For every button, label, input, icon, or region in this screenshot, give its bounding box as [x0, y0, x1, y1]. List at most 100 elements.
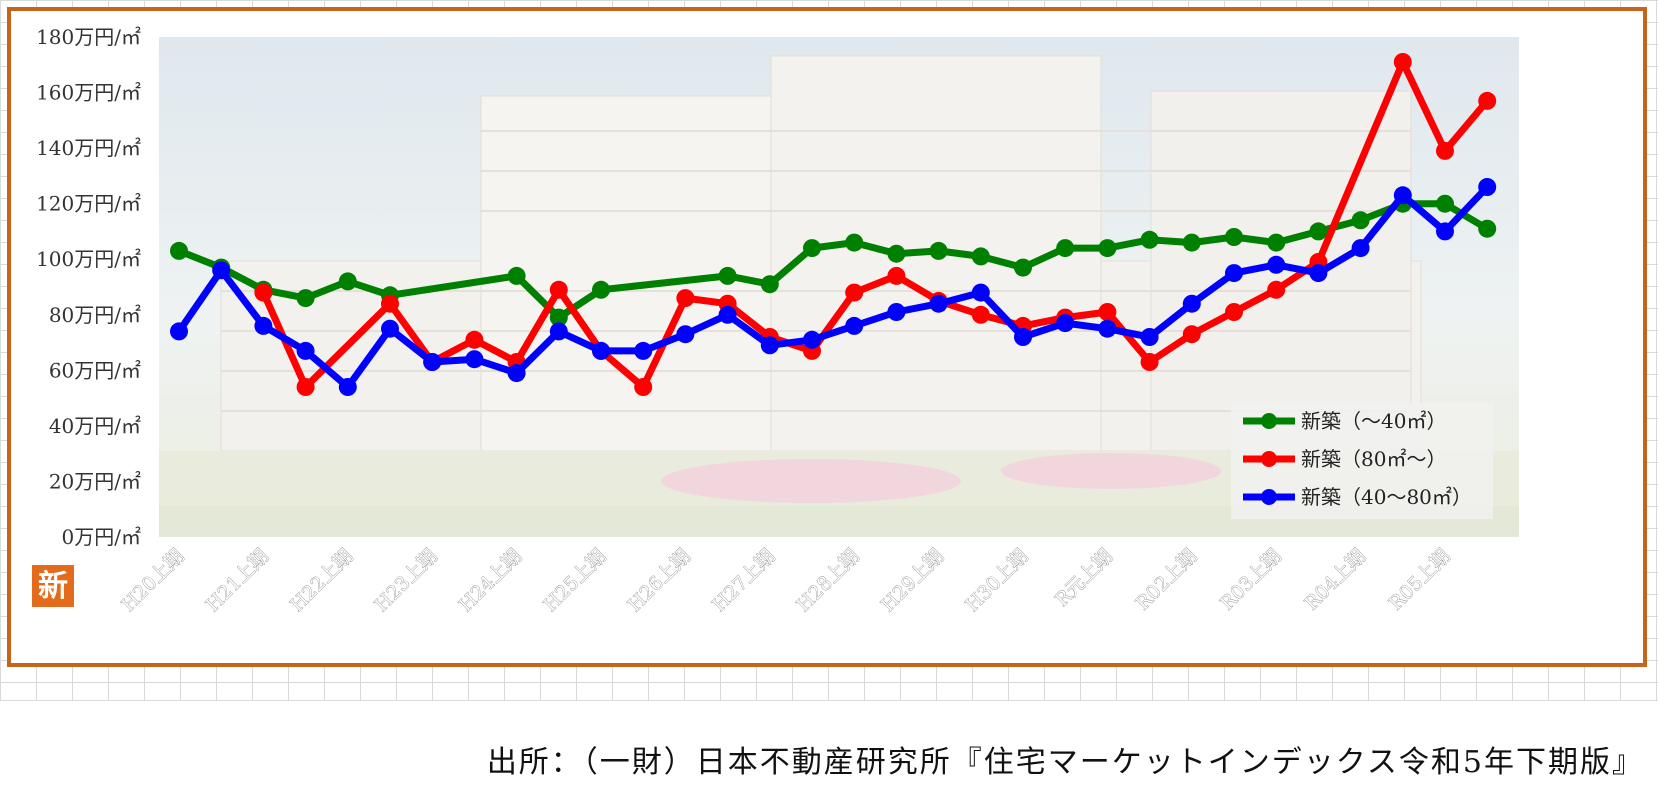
data-point — [971, 305, 990, 324]
y-tick-label: 120万円/㎡ — [36, 192, 141, 216]
data-point — [1140, 353, 1159, 371]
data-point — [170, 241, 188, 260]
x-tick-label: R03上期 — [1216, 545, 1286, 615]
data-point — [212, 261, 231, 280]
legend-item: 新築（～40㎡） — [1243, 409, 1446, 433]
x-tick-label: R05上期 — [1385, 545, 1455, 615]
data-point — [634, 341, 653, 360]
data-point — [845, 283, 864, 302]
x-tick-label: H21上期 — [202, 545, 273, 616]
data-point — [507, 364, 526, 383]
x-tick-label: H26上期 — [624, 545, 695, 616]
data-point — [1225, 228, 1243, 246]
data-point — [381, 294, 399, 313]
data-point — [1436, 194, 1454, 213]
data-point — [803, 330, 821, 349]
data-point — [971, 247, 990, 266]
series-line — [259, 58, 1491, 391]
x-tick-label: H25上期 — [539, 545, 610, 616]
data-point — [1014, 258, 1032, 277]
legend-swatch-marker — [1261, 413, 1277, 429]
data-point — [254, 283, 273, 302]
y-tick-label: 40万円/㎡ — [49, 414, 141, 438]
data-point — [1098, 319, 1117, 338]
data-point — [1267, 233, 1286, 252]
x-tick-label: H30上期 — [961, 545, 1032, 616]
series-layer — [170, 53, 1497, 396]
x-tick-label: H29上期 — [877, 545, 948, 616]
data-point — [592, 341, 610, 360]
data-point — [1267, 255, 1286, 274]
data-point — [1351, 211, 1370, 230]
x-tick-label: H24上期 — [455, 545, 526, 616]
data-point — [1436, 141, 1454, 160]
data-point — [634, 378, 653, 396]
x-tick-label: H22上期 — [286, 545, 357, 616]
data-point — [676, 289, 695, 308]
x-tick-label: H23上期 — [370, 545, 441, 616]
series-1 — [170, 194, 1497, 327]
legend: 新築（～40㎡） 新築（80㎡～） 新築（40～80㎡） — [1231, 403, 1493, 519]
data-point — [1182, 233, 1201, 252]
legend-label: 新築（40～80㎡） — [1301, 485, 1472, 509]
data-point — [170, 322, 188, 341]
data-point — [1140, 230, 1159, 249]
legend-item: 新築（40～80㎡） — [1243, 485, 1472, 509]
data-point — [381, 319, 399, 338]
data-point — [549, 322, 568, 341]
series-line — [175, 200, 1491, 322]
data-point — [718, 305, 737, 324]
data-point — [1478, 178, 1497, 196]
data-point — [465, 350, 484, 369]
y-axis: 0万円/㎡ 20万円/㎡ 40万円/㎡ 60万円/㎡ 80万円/㎡ 100万円/㎡ 120万… — [36, 25, 141, 549]
y-tick-label: 180万円/㎡ — [36, 25, 141, 49]
data-point — [507, 266, 526, 285]
data-point — [1309, 264, 1328, 283]
data-point — [1225, 264, 1243, 283]
data-point — [1478, 91, 1497, 110]
data-point — [254, 316, 273, 335]
legend-swatch-marker — [1261, 489, 1277, 505]
x-tick-label: H20上期 — [117, 545, 188, 616]
data-point — [718, 266, 737, 285]
line-chart: 0万円/㎡ 20万円/㎡ 40万円/㎡ 60万円/㎡ 80万円/㎡ 100万円/㎡ 120万… — [32, 25, 1519, 617]
new-badge: 新 — [32, 565, 74, 607]
x-tick-label: H27上期 — [708, 545, 779, 616]
data-point — [423, 353, 442, 371]
source-note: 出所：（一財）日本不動産研究所『住宅マーケットインデックス令和5年下期版』 — [486, 745, 1644, 780]
data-point — [845, 316, 864, 335]
data-point — [1140, 328, 1159, 346]
data-point — [845, 233, 864, 252]
data-point — [1267, 280, 1286, 299]
y-tick-label: 100万円/㎡ — [36, 247, 141, 271]
data-point — [1351, 239, 1370, 258]
data-point — [465, 330, 484, 349]
data-point — [1436, 222, 1454, 241]
data-point — [887, 266, 906, 285]
x-tick-label: R元上期 — [1051, 545, 1117, 611]
data-point — [887, 244, 906, 263]
x-tick-label: H28上期 — [792, 545, 863, 616]
data-point — [1056, 239, 1075, 258]
data-point — [971, 283, 990, 302]
data-point — [296, 378, 315, 396]
data-point — [1393, 53, 1412, 71]
data-point — [1225, 303, 1243, 321]
data-point — [592, 280, 610, 299]
data-point — [1182, 325, 1201, 344]
data-point — [549, 280, 568, 299]
chart-frame: 0万円/㎡ 20万円/㎡ 40万円/㎡ 60万円/㎡ 80万円/㎡ 100万円/㎡ 120万… — [7, 7, 1647, 667]
data-point — [1014, 328, 1032, 346]
data-point — [1098, 303, 1117, 321]
data-point — [549, 308, 568, 327]
x-axis: H20上期 H21上期 H22上期 H23上期 H24上期 H25上期 H26上期 H27上期… — [117, 545, 1455, 617]
x-tick-label: R04上期 — [1300, 545, 1370, 615]
data-point — [1056, 314, 1075, 333]
data-point — [296, 289, 315, 308]
legend-label: 新築（80㎡～） — [1301, 447, 1446, 471]
data-point — [1478, 219, 1497, 238]
y-tick-label: 140万円/㎡ — [36, 136, 141, 160]
data-point — [338, 378, 357, 396]
y-tick-label: 160万円/㎡ — [36, 81, 141, 105]
data-point — [1098, 239, 1117, 258]
